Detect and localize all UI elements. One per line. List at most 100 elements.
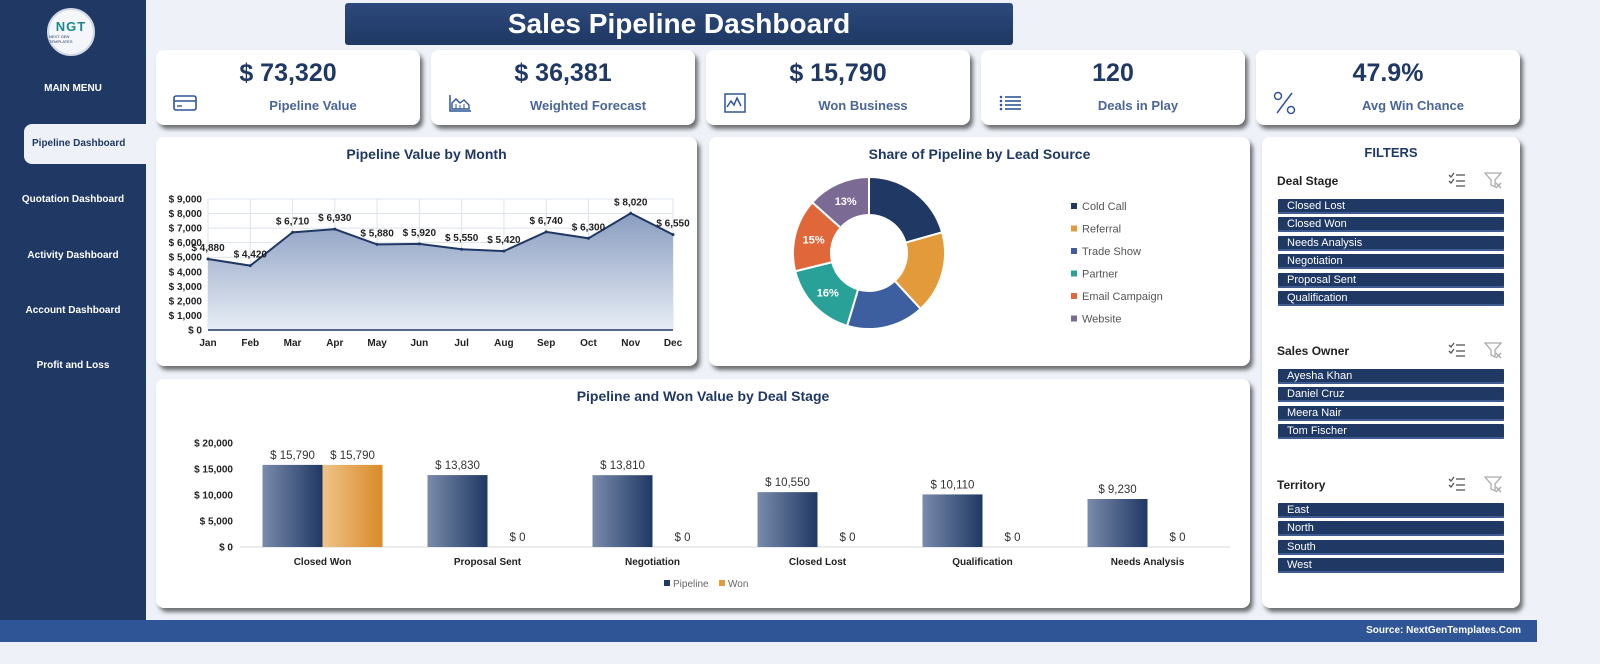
data-point xyxy=(291,230,295,234)
kpi-label: Deals in Play xyxy=(1097,98,1179,113)
data-label: $ 6,710 xyxy=(276,216,310,227)
filter-deal-stage-closed-won[interactable]: Closed Won xyxy=(1278,217,1504,232)
legend-label: Won xyxy=(728,579,748,590)
kpi-card-deals-in-play: 120 Deals in Play xyxy=(981,50,1245,125)
kpi-card-avg-win-chance: 47.9% Avg Win Chance xyxy=(1256,50,1520,125)
legend-label: Email Campaign xyxy=(1082,291,1163,303)
kpi-card-weighted-forecast: $ 36,381 Weighted Forecast xyxy=(431,50,695,125)
pipeline-bar xyxy=(922,494,983,547)
percent-icon xyxy=(1273,91,1296,115)
footer-source: Source: NextGenTemplates.Com xyxy=(0,620,1537,642)
menu-item-quotation-dashboard[interactable]: Quotation Dashboard xyxy=(21,194,125,205)
chart-title: Pipeline Value by Month xyxy=(346,146,507,162)
logo: NGT NEXT GEN TEMPLATES xyxy=(47,8,95,56)
pipeline-by-month-chart: $ 0$ 1,000$ 2,000$ 3,000$ 4,000$ 5,000$ … xyxy=(169,195,690,350)
bar-value-label: $ 13,810 xyxy=(600,460,645,472)
legend-label: Trade Show xyxy=(1082,246,1141,258)
data-point xyxy=(248,264,252,268)
pipeline-bar xyxy=(427,475,488,547)
data-point xyxy=(333,227,337,231)
main-menu-title: MAIN MENU xyxy=(44,83,102,94)
filter-territory-west[interactable]: West xyxy=(1278,558,1504,573)
data-label: $ 4,420 xyxy=(234,250,268,261)
multi-select-icon[interactable] xyxy=(1448,341,1466,359)
y-tick-label: $ 0 xyxy=(219,543,233,554)
bar-value-label: $ 0 xyxy=(840,532,856,544)
deal-stage-card: Pipeline and Won Value by Deal Stage $ 0… xyxy=(156,379,1250,608)
pipeline-bar xyxy=(262,464,323,547)
data-label: $ 6,550 xyxy=(656,219,690,230)
lead-source-donut-chart: 16% 15% 13% Cold Call Referral Trade Show Part… xyxy=(792,175,1163,330)
chart-title: Pipeline and Won Value by Deal Stage xyxy=(576,388,830,404)
x-tick-label: Negotiation xyxy=(625,557,680,568)
multi-select-icon[interactable] xyxy=(1448,171,1466,189)
x-tick-label: Jan xyxy=(199,338,216,349)
legend-swatch xyxy=(1071,203,1077,209)
bar-value-label: $ 0 xyxy=(510,532,526,544)
menu-item-activity-dashboard[interactable]: Activity Dashboard xyxy=(27,250,119,261)
y-tick-label: $ 4,000 xyxy=(169,267,203,278)
clear-filter-icon[interactable] xyxy=(1484,171,1502,189)
filter-territory-south[interactable]: South xyxy=(1278,540,1504,555)
legend-label: Referral xyxy=(1082,224,1121,236)
menu-item-profit-and-loss[interactable]: Profit and Loss xyxy=(36,360,110,371)
donut-slice xyxy=(810,175,870,230)
chart-title: Share of Pipeline by Lead Source xyxy=(868,146,1091,162)
filters-title: FILTERS xyxy=(1364,145,1418,160)
line-chart-icon xyxy=(724,93,746,113)
logo-text: NGT xyxy=(55,19,87,34)
logo-subtext: NEXT GEN TEMPLATES xyxy=(49,34,73,44)
filter-deal-stage-proposal-sent[interactable]: Proposal Sent xyxy=(1278,273,1504,288)
kpi-label: Avg Win Chance xyxy=(1362,98,1464,113)
x-tick-label: Oct xyxy=(580,338,597,349)
filter-deal-stage-qualification[interactable]: Qualification xyxy=(1278,291,1504,306)
slice-label: 13% xyxy=(835,196,857,208)
menu-item-pipeline-dashboard[interactable]: Pipeline Dashboard xyxy=(24,124,146,164)
filter-heading-deal-stage: Deal Stage xyxy=(1277,174,1339,188)
filter-deal-stage-closed-lost[interactable]: Closed Lost xyxy=(1278,199,1504,214)
data-label: $ 6,930 xyxy=(318,213,352,224)
legend-swatch xyxy=(1071,270,1077,277)
y-tick-label: $ 7,000 xyxy=(169,224,203,235)
filter-territory-east[interactable]: East xyxy=(1278,503,1504,518)
x-tick-label: Dec xyxy=(664,338,683,349)
data-point xyxy=(502,249,506,253)
menu-item-account-dashboard[interactable]: Account Dashboard xyxy=(25,305,121,316)
clear-filter-icon[interactable] xyxy=(1484,341,1502,359)
filter-owner-ayesha-khan[interactable]: Ayesha Khan xyxy=(1278,369,1504,384)
data-label: $ 6,300 xyxy=(572,222,606,233)
pipeline-by-month-card: Pipeline Value by Month $ 0 $ 1,000 $ 2,00… xyxy=(156,137,697,366)
credit-card-icon xyxy=(173,95,197,111)
bar-value-label: $ 10,110 xyxy=(931,479,975,491)
filter-territory-north[interactable]: North xyxy=(1278,521,1504,536)
bar-value-label: $ 10,550 xyxy=(765,477,810,489)
kpi-value: $ 15,790 xyxy=(789,59,887,87)
filter-owner-daniel-cruz[interactable]: Daniel Cruz xyxy=(1278,387,1504,402)
y-tick-label: $ 3,000 xyxy=(169,282,203,293)
y-tick-label: $ 1,000 xyxy=(169,311,203,322)
donut-slice xyxy=(868,175,944,244)
y-tick-label: $ 8,000 xyxy=(169,209,203,220)
kpi-label: Pipeline Value xyxy=(269,98,357,113)
filter-owner-meera-nair[interactable]: Meera Nair xyxy=(1278,406,1504,421)
y-tick-label: $ 20,000 xyxy=(194,439,233,450)
filter-deal-stage-needs-analysis[interactable]: Needs Analysis xyxy=(1278,236,1504,251)
multi-select-icon[interactable] xyxy=(1448,475,1466,493)
filter-owner-tom-fischer[interactable]: Tom Fischer xyxy=(1278,424,1504,439)
legend-swatch xyxy=(719,580,725,586)
kpi-card-won-business: $ 15,790 Won Business xyxy=(706,50,970,125)
x-tick-label: Qualification xyxy=(952,557,1013,568)
filter-deal-stage-negotiation[interactable]: Negotiation xyxy=(1278,254,1504,269)
data-point xyxy=(417,242,421,246)
slice-label: 15% xyxy=(803,234,825,246)
x-tick-label: Sep xyxy=(537,338,555,349)
area-chart-icon xyxy=(449,95,471,112)
page-title: Sales Pipeline Dashboard xyxy=(345,3,1013,45)
x-tick-label: Apr xyxy=(326,338,343,349)
legend-swatch xyxy=(1071,293,1077,299)
pipeline-bar xyxy=(592,475,653,547)
x-tick-label: May xyxy=(367,338,387,349)
clear-filter-icon[interactable] xyxy=(1484,475,1502,493)
y-tick-label: $ 15,000 xyxy=(194,465,233,476)
kpi-value: $ 73,320 xyxy=(239,59,337,87)
